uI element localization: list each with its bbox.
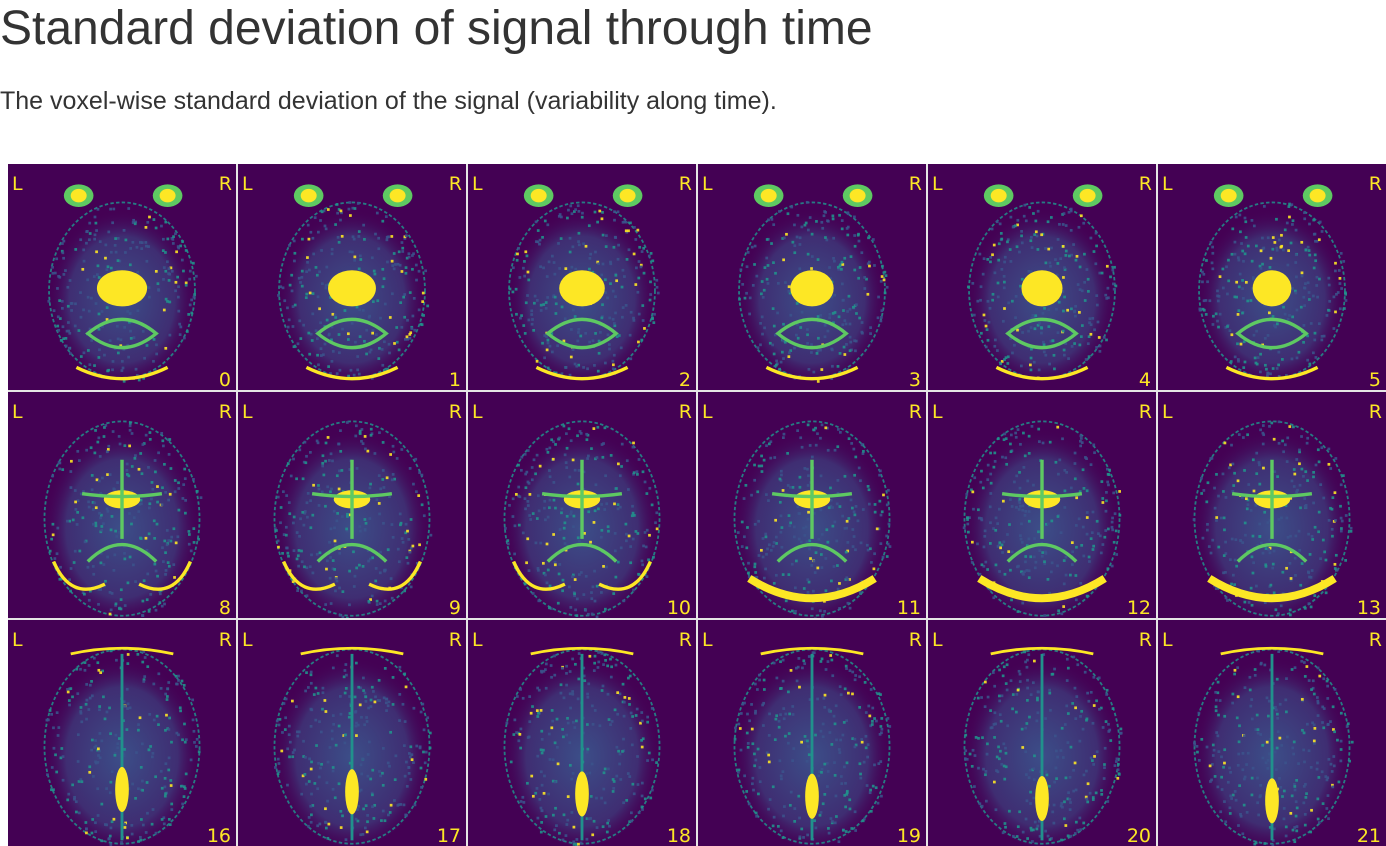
orientation-right-label: R [678,629,692,651]
brain-slice-image [698,392,926,618]
slice-index-label: 12 [1126,597,1151,618]
orientation-left-label: L [932,401,943,423]
orientation-left-label: L [242,401,253,423]
brain-slice-panel: L R 0 [8,164,236,390]
orientation-left-label: L [242,173,253,195]
orientation-right-label: R [1138,629,1152,651]
orientation-right-label: R [678,401,692,423]
orientation-left-label: L [702,173,713,195]
orientation-left-label: L [472,401,483,423]
orientation-right-label: R [678,173,692,195]
orientation-left-label: L [702,629,713,651]
brain-slice-image [238,392,466,618]
brain-slice-panel: L R 8 [8,392,236,618]
brain-slice-panel: L R 12 [928,392,1156,618]
brain-slice-image [8,392,236,618]
orientation-left-label: L [472,629,483,651]
orientation-right-label: R [908,629,922,651]
brain-slice-panel: L R 3 [698,164,926,390]
slice-index-label: 17 [436,825,461,846]
orientation-right-label: R [218,629,232,651]
brain-slice-image [468,620,696,846]
orientation-left-label: L [702,401,713,423]
brain-slice-image [928,164,1156,390]
brain-slice-panel: L R 9 [238,392,466,618]
orientation-left-label: L [242,629,253,651]
brain-slice-image [238,620,466,846]
slice-index-label: 5 [1368,369,1381,390]
orientation-left-label: L [12,629,23,651]
brain-slice-panel: L R 4 [928,164,1156,390]
orientation-right-label: R [908,401,922,423]
orientation-right-label: R [1138,401,1152,423]
orientation-right-label: R [448,401,462,423]
brain-slice-image [1158,392,1386,618]
slice-index-label: 13 [1356,597,1381,618]
orientation-left-label: L [1162,629,1173,651]
orientation-right-label: R [218,173,232,195]
slice-index-label: 18 [666,825,691,846]
orientation-left-label: L [472,173,483,195]
orientation-right-label: R [1368,629,1382,651]
std-dev-mosaic-figure: L R 0 L R 1 L R 2 L R 3 L R 4 L R 5 L R 8 L R 9 L R 10 L R 11 L R 12 L R 13… [8,164,1386,846]
orientation-left-label: L [932,629,943,651]
brain-slice-image [468,392,696,618]
orientation-left-label: L [12,401,23,423]
slice-index-label: 8 [218,597,231,618]
brain-slice-panel: L R 17 [238,620,466,846]
orientation-right-label: R [448,173,462,195]
orientation-right-label: R [448,629,462,651]
orientation-right-label: R [1368,401,1382,423]
orientation-left-label: L [1162,173,1173,195]
orientation-right-label: R [1368,173,1382,195]
brain-slice-image [928,620,1156,846]
slice-index-label: 1 [448,369,461,390]
brain-slice-panel: L R 21 [1158,620,1386,846]
brain-slice-panel: L R 1 [238,164,466,390]
brain-slice-image [928,392,1156,618]
slice-index-label: 21 [1356,825,1381,846]
orientation-right-label: R [1138,173,1152,195]
brain-slice-panel: L R 19 [698,620,926,846]
brain-slice-image [1158,620,1386,846]
brain-slice-panel: L R 11 [698,392,926,618]
brain-slice-panel: L R 13 [1158,392,1386,618]
brain-slice-image [8,164,236,390]
orientation-left-label: L [1162,401,1173,423]
brain-slice-image [468,164,696,390]
brain-slice-panel: L R 10 [468,392,696,618]
brain-slice-panel: L R 2 [468,164,696,390]
slice-index-label: 20 [1126,825,1151,846]
brain-slice-panel: L R 20 [928,620,1156,846]
brain-slice-image [8,620,236,846]
slice-index-label: 9 [448,597,461,618]
brain-slice-panel: L R 18 [468,620,696,846]
slice-index-label: 16 [206,825,231,846]
orientation-right-label: R [908,173,922,195]
orientation-left-label: L [12,173,23,195]
brain-slice-panel: L R 5 [1158,164,1386,390]
brain-slice-image [238,164,466,390]
orientation-left-label: L [932,173,943,195]
brain-slice-image [1158,164,1386,390]
section-description: The voxel-wise standard deviation of the… [0,87,777,115]
slice-index-label: 10 [666,597,691,618]
slice-index-label: 19 [896,825,921,846]
brain-slice-panel: L R 16 [8,620,236,846]
slice-index-label: 2 [678,369,691,390]
section-title: Standard deviation of signal through tim… [0,2,873,55]
brain-slice-image [698,164,926,390]
slice-index-label: 0 [218,369,231,390]
slice-index-label: 11 [896,597,921,618]
brain-slice-image [698,620,926,846]
slice-index-label: 4 [1138,369,1151,390]
orientation-right-label: R [218,401,232,423]
slice-index-label: 3 [908,369,921,390]
